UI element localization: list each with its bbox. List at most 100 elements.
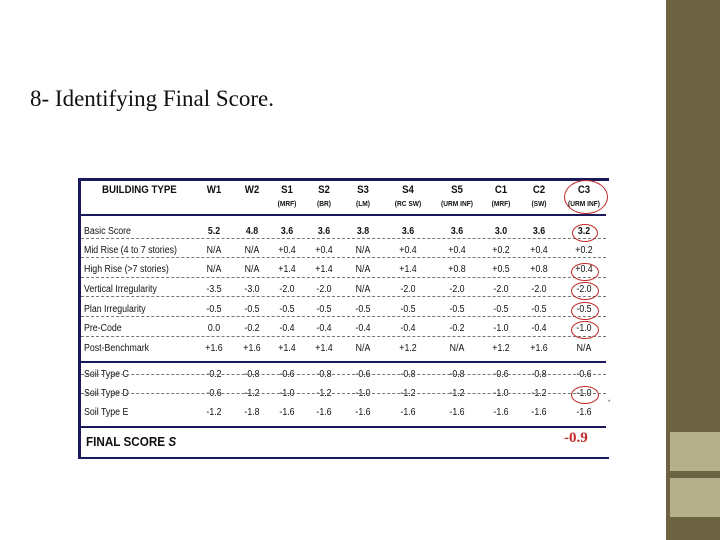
table-cell: -0.2 (206, 369, 222, 380)
column-header-s1: S1 (281, 184, 293, 196)
table-cell: -0.5 (206, 304, 222, 315)
final-score-value: -0.9 (564, 430, 588, 446)
slide-title: 8- Identifying Final Score. (30, 86, 275, 111)
table-cell: +1.6 (243, 343, 261, 354)
row-divider (81, 374, 606, 375)
table-cell: 3.6 (450, 226, 464, 237)
table-cell: -1.0 (493, 388, 509, 399)
column-subheader-c2: (SW) (531, 199, 547, 208)
pre-code-circle (571, 321, 599, 339)
table-cell: -0.5 (355, 304, 371, 315)
table-cell: -0.5 (316, 304, 332, 315)
row-label: Pre-Code (84, 323, 122, 334)
table-cell: -1.6 (316, 407, 332, 418)
sidebar-accent-block (670, 432, 720, 471)
table-cell: N/A (206, 245, 222, 256)
table-cell: -1.6 (449, 407, 465, 418)
column-subheader-s1: (MRF) (277, 199, 297, 208)
table-cell: +0.8 (530, 264, 548, 275)
high-rise-circle (571, 263, 599, 281)
table-cell: N/A (355, 245, 371, 256)
table-cell: +1.4 (278, 343, 296, 354)
table-cell: -2.0 (449, 284, 465, 295)
table-cell: +1.2 (492, 343, 510, 354)
table-cell: -0.6 (355, 369, 371, 380)
column-header-s5: S5 (451, 184, 463, 196)
table-cell: +0.2 (492, 245, 510, 256)
column-subheader-s4: (RC SW) (394, 199, 422, 208)
table-cell: -0.5 (244, 304, 260, 315)
table-cell: +0.4 (530, 245, 548, 256)
table-cell: -1.0 (279, 388, 295, 399)
row-divider (81, 277, 606, 278)
table-cell: -0.5 (279, 304, 295, 315)
table-cell: N/A (206, 264, 222, 275)
row-label: Plan Irregularity (84, 304, 146, 315)
column-header-c2: C2 (532, 184, 546, 196)
table-cell: 3.0 (494, 226, 508, 237)
row-divider (81, 336, 606, 337)
column-header-s2: S2 (318, 184, 330, 196)
table-cell: -1.2 (531, 388, 547, 399)
table-cell: -1.6 (279, 407, 295, 418)
column-header-s4: S4 (402, 184, 414, 196)
table-cell: -2.0 (279, 284, 295, 295)
table-cell: -0.4 (531, 323, 547, 334)
table-cell: -1.6 (493, 407, 509, 418)
column-header-w1: W1 (206, 184, 222, 196)
section-divider (81, 426, 606, 428)
column-subheader-s2: (BR) (317, 199, 331, 208)
row-label: Vertical Irregularity (84, 284, 157, 295)
table-cell: -2.0 (531, 284, 547, 295)
row-label: Soil Type D (84, 388, 129, 399)
table-cell: -0.5 (400, 304, 416, 315)
table-cell: -0.2 (244, 323, 260, 334)
table-cell: +0.4 (315, 245, 333, 256)
sidebar-accent-block (670, 478, 720, 517)
table-cell: 0.0 (207, 323, 221, 334)
table-cell: -1.6 (355, 407, 371, 418)
row-divider (81, 238, 606, 239)
soil-type-d-circle (571, 386, 599, 404)
table-cell: -0.8 (449, 369, 465, 380)
row-label: Soil Type C (84, 369, 129, 380)
table-cell: -3.5 (206, 284, 222, 295)
table-cell: -0.8 (400, 369, 416, 380)
table-cell: -0.5 (531, 304, 547, 315)
table-cell: -0.6 (279, 369, 295, 380)
plan-irregularity-circle (571, 302, 599, 320)
column-subheader-s5: (URM INF) (441, 199, 473, 208)
row-divider (81, 316, 606, 317)
table-cell: +1.6 (530, 343, 548, 354)
row-label: Mid Rise (4 to 7 stories) (84, 245, 177, 256)
table-cell: -2.0 (316, 284, 332, 295)
table-cell: 3.6 (280, 226, 294, 237)
table-cell: N/A (355, 343, 371, 354)
table-cell: -1.8 (244, 407, 260, 418)
column-header-s3: S3 (357, 184, 369, 196)
table-cell: +0.4 (399, 245, 417, 256)
table-cell: +0.8 (448, 264, 466, 275)
table-cell: -0.4 (355, 323, 371, 334)
table-cell: N/A (244, 245, 260, 256)
table-cell: +1.4 (315, 343, 333, 354)
table-cell: -0.4 (279, 323, 295, 334)
table-cell: +0.4 (448, 245, 466, 256)
basic-score-circle (572, 224, 598, 242)
table-cell: 3.8 (356, 226, 370, 237)
footnote-mark: * (608, 400, 611, 406)
table-cell: -1.6 (400, 407, 416, 418)
table-cell: -1.6 (576, 407, 592, 418)
table-cell: 5.2 (207, 226, 221, 237)
column-subheader-s3: (LM) (356, 199, 370, 208)
table-cell: -0.6 (493, 369, 509, 380)
table-cell: -0.8 (531, 369, 547, 380)
table-cell: N/A (355, 264, 371, 275)
table-cell: -2.0 (400, 284, 416, 295)
table-cell: +0.4 (278, 245, 296, 256)
building-type-header: BUILDING TYPE (102, 184, 177, 196)
row-label: Basic Score (84, 226, 131, 237)
row-label: Post-Benchmark (84, 343, 150, 354)
table-cell: N/A (449, 343, 465, 354)
table-cell: -0.8 (316, 369, 332, 380)
